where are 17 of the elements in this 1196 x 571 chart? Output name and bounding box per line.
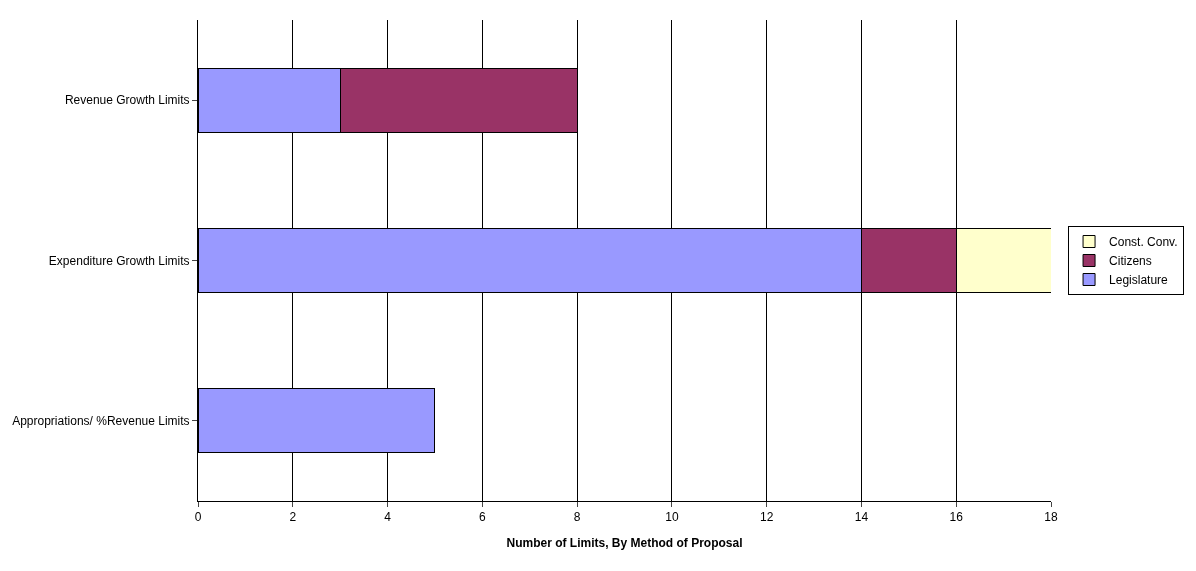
- x-tick-label: 14: [854, 510, 869, 525]
- x-tick-label: 0: [194, 510, 202, 525]
- x-tick-label: 12: [759, 510, 774, 525]
- y-tick-label: Expenditure Growth Limits: [48, 253, 190, 268]
- legend-label: Citizens: [1109, 254, 1152, 269]
- x-tick-label: 2: [289, 510, 297, 525]
- x-tick-label: 6: [478, 510, 486, 525]
- x-tick-label: 10: [665, 510, 679, 525]
- x-tick-label: 18: [1044, 510, 1058, 525]
- y-tick-label: Appropriations/ %Revenue Limits: [12, 414, 190, 429]
- legend-label: Const. Conv.: [1109, 235, 1178, 250]
- x-tick-label: 8: [573, 510, 581, 525]
- y-tick-label: Revenue Growth Limits: [64, 93, 190, 108]
- legend-label: Legislature: [1109, 273, 1169, 288]
- x-axis-title: Number of Limits, By Method of Proposal: [506, 536, 743, 551]
- x-tick-label: 16: [949, 510, 964, 525]
- x-tick-label: 4: [384, 510, 392, 525]
